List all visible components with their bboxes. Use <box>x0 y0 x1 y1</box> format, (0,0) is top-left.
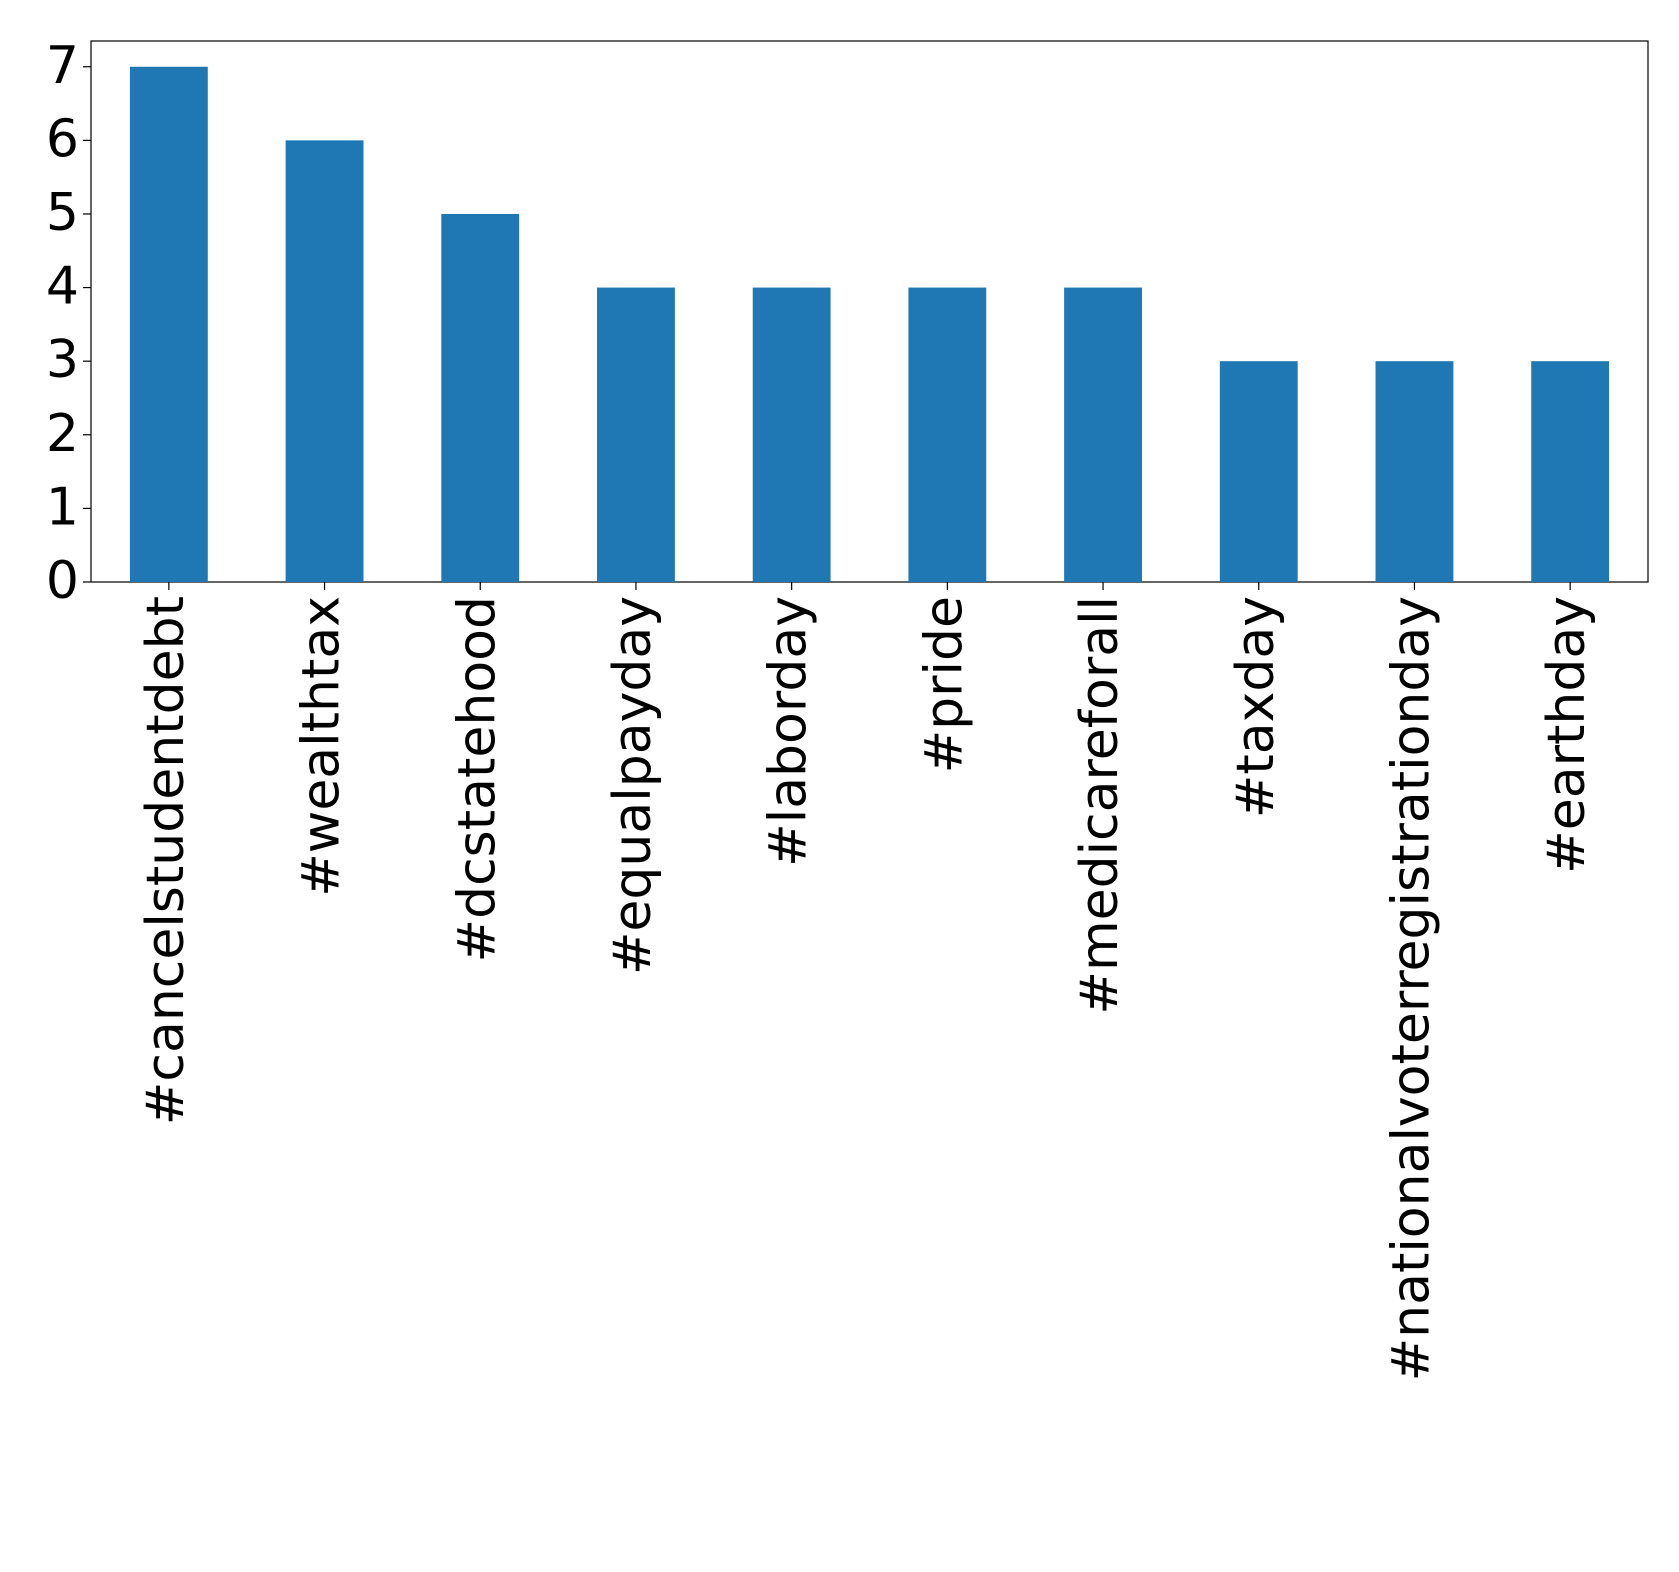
bar <box>129 66 208 582</box>
x-tick-label: #wealthtax <box>292 596 352 897</box>
y-tick-label: 3 <box>46 330 79 390</box>
y-tick-label: 5 <box>46 183 79 243</box>
y-tick-label: 0 <box>46 551 79 611</box>
x-tick-label: #equalpayday <box>603 596 663 975</box>
bar <box>1531 361 1610 582</box>
x-tick-label: #laborday <box>759 596 819 867</box>
y-tick-label: 2 <box>46 404 79 464</box>
bar <box>1064 287 1142 582</box>
bar <box>752 287 831 582</box>
x-tick-label: #dcstatehood <box>447 596 507 963</box>
bar <box>1375 361 1454 582</box>
plot-frame <box>90 40 1649 583</box>
bar <box>908 287 987 582</box>
x-tick-label: #taxday <box>1226 596 1286 818</box>
x-tick-label: #cancelstudentdebt <box>136 596 196 1125</box>
x-tick-label: #pride <box>914 596 974 773</box>
y-tick-label: 6 <box>46 109 79 169</box>
y-tick-label: 1 <box>46 477 79 537</box>
bar <box>285 140 364 582</box>
y-tick-label: 4 <box>46 257 79 317</box>
x-tick-label: #earthday <box>1537 596 1597 874</box>
bar <box>441 213 520 583</box>
x-tick-label: #medicareforall <box>1070 596 1130 1015</box>
y-tick-label: 7 <box>46 36 79 96</box>
x-tick-label: #nationalvoterregistrationday <box>1381 596 1441 1381</box>
bar <box>1219 361 1298 582</box>
bar <box>597 287 675 582</box>
